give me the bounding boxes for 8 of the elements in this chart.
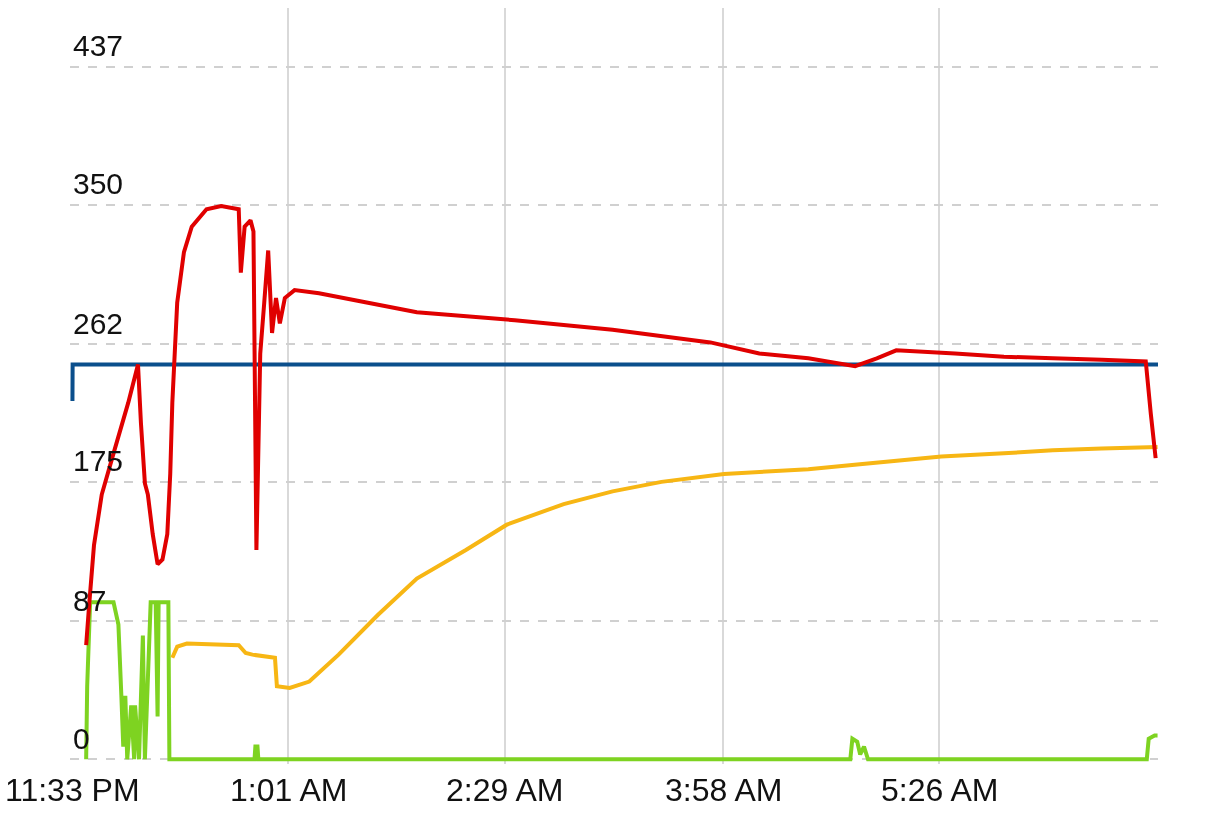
x-tick-label: 1:01 AM [230, 772, 348, 808]
x-tick-label: 3:58 AM [665, 772, 783, 808]
x-tick-label: 5:26 AM [881, 772, 999, 808]
y-tick-label: 437 [73, 29, 124, 63]
x-tick-label: 11:33 PM [5, 772, 140, 808]
y-tick-label: 350 [73, 167, 124, 201]
x-tick-label: 2:29 AM [446, 772, 564, 808]
y-tick-label: 262 [73, 306, 124, 340]
